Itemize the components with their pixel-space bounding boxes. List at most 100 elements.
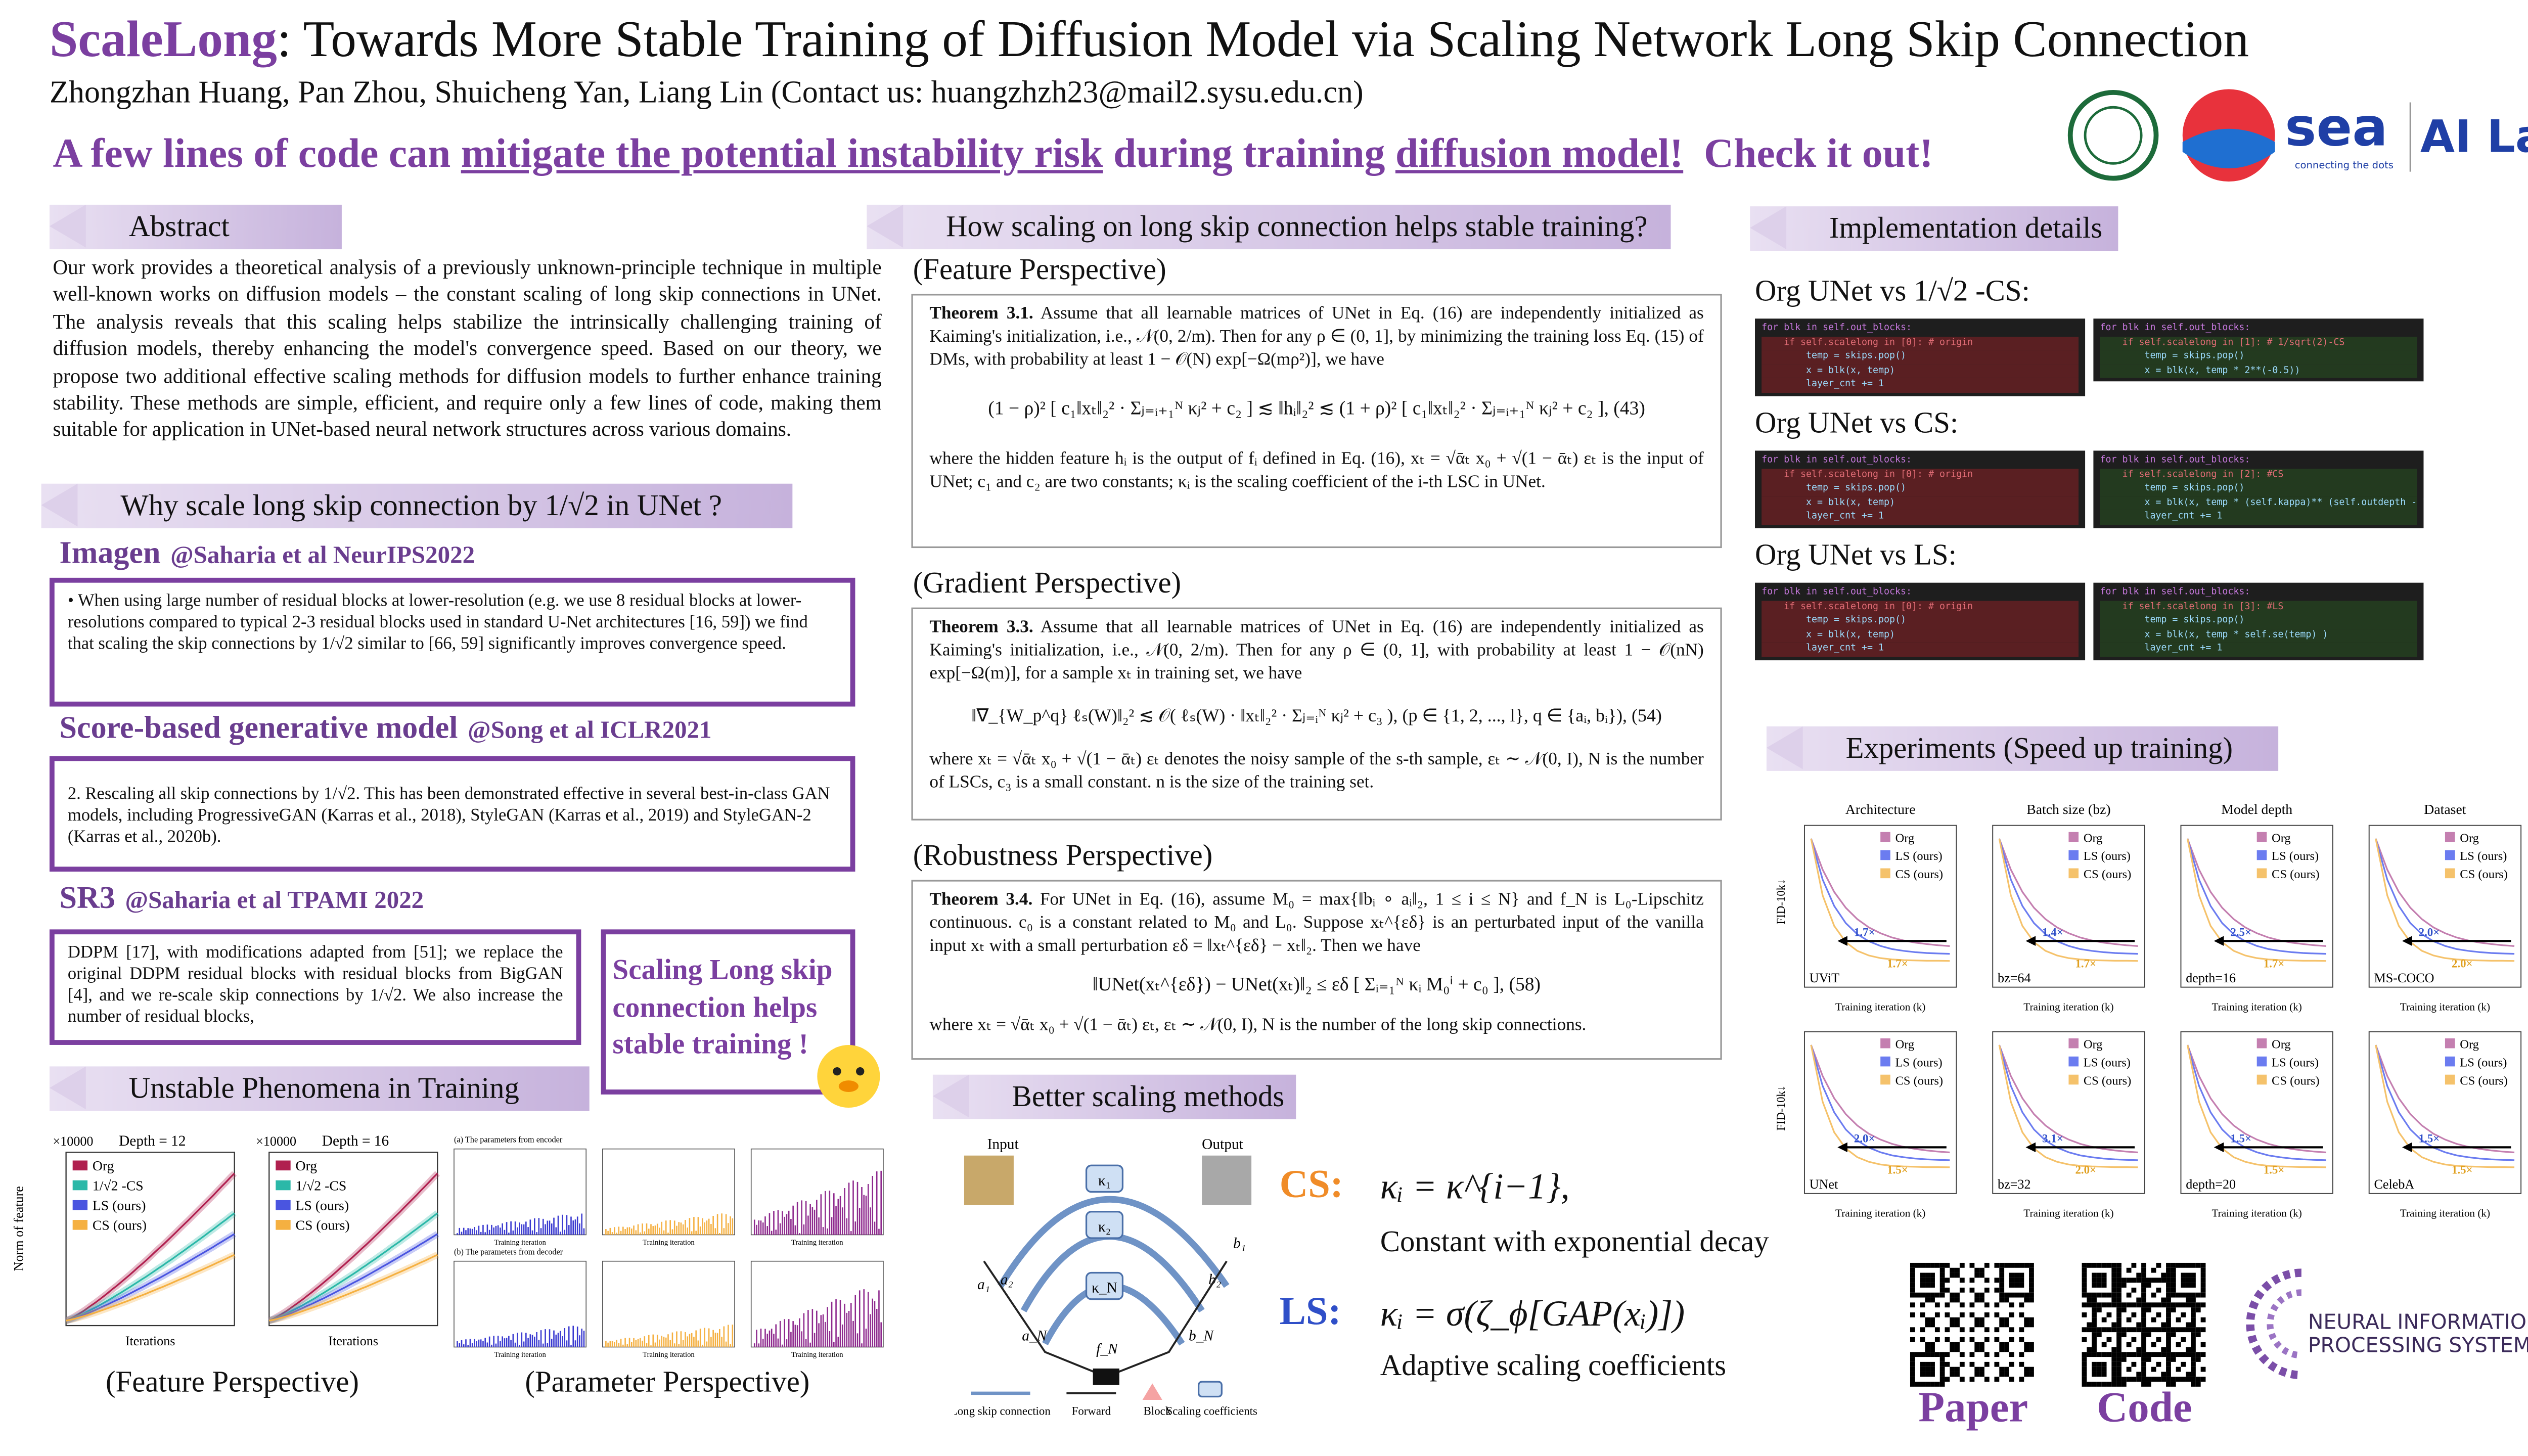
qr-cell <box>1939 1283 1945 1288</box>
qr-cell <box>2166 1372 2171 1377</box>
panel-label: bz=32 <box>1998 1177 2030 1192</box>
qr-cell <box>2096 1272 2102 1278</box>
qr-cell <box>1930 1283 1935 1288</box>
speedup: 2.0× <box>2075 1164 2096 1176</box>
arrow-head <box>1837 936 1847 946</box>
qr-cell <box>2014 1262 2019 1268</box>
qr-cell <box>2166 1297 2171 1303</box>
qr-cell <box>2029 1272 2034 1278</box>
legend-swatch <box>276 1160 291 1171</box>
qr-cell <box>1945 1361 1950 1367</box>
column-title: Dataset <box>2424 802 2466 817</box>
qr-cell <box>2101 1262 2107 1268</box>
qr-cell <box>2029 1322 2034 1328</box>
theorem-box: Theorem 3.1. Assume that all learnable m… <box>911 294 1722 549</box>
qr-cell <box>2141 1322 2146 1328</box>
code-link[interactable]: Code <box>2096 1383 2192 1432</box>
qr-cell <box>2126 1367 2132 1372</box>
qr-cell <box>2176 1352 2181 1357</box>
tagline-part: A few lines of code can <box>53 132 461 177</box>
qr-cell <box>1910 1357 1915 1362</box>
qr-cell <box>2121 1377 2127 1382</box>
duck-eye <box>833 1067 841 1076</box>
university-logo <box>2067 89 2159 181</box>
tagline-part: diffusion model! <box>1395 132 1684 177</box>
qr-cell <box>2156 1287 2161 1293</box>
qr-cell <box>2101 1342 2107 1347</box>
qr-cell <box>2166 1352 2171 1357</box>
qr-cell <box>2131 1327 2137 1333</box>
legend-label: Forward <box>1072 1404 1111 1417</box>
paper-title: SR3 @Saharia et al TPAMI 2022 <box>60 882 424 918</box>
qr-cell <box>2029 1297 2034 1303</box>
qr-cell <box>2116 1372 2121 1377</box>
qr-cell <box>1984 1312 1990 1317</box>
qr-cell <box>2004 1292 2009 1298</box>
legend-label: LS (ours) <box>2272 1056 2319 1069</box>
paper-title: Imagen @Saharia et al NeurIPS2022 <box>60 536 475 573</box>
qr-cell <box>2126 1278 2132 1283</box>
spikes <box>605 1213 734 1235</box>
qr-cell <box>2096 1382 2102 1387</box>
legend-swatch <box>2256 1038 2267 1049</box>
qr-cell <box>2151 1342 2156 1347</box>
qr-cell <box>2116 1357 2121 1362</box>
qr-cell <box>2096 1292 2102 1298</box>
qr-cell <box>2166 1278 2171 1283</box>
fid-curve <box>1810 1044 1950 1154</box>
qr-cell <box>1930 1342 1935 1347</box>
paper-title: Score-based generative model @Song et al … <box>60 711 712 748</box>
qr-cell <box>2156 1377 2161 1382</box>
plot-frame <box>268 1152 438 1327</box>
qr-cell <box>2166 1302 2171 1308</box>
neurips-arc <box>2267 1289 2301 1359</box>
qr-cell <box>2186 1297 2191 1303</box>
qr-cell <box>2146 1377 2151 1382</box>
fid-curve <box>1998 1044 2138 1161</box>
axis-scale: ×10000 <box>256 1134 296 1149</box>
fid-curve <box>2186 1044 2326 1161</box>
qr-cell <box>2029 1347 2034 1352</box>
qr-cell <box>2161 1272 2166 1278</box>
duck-beak <box>838 1080 859 1092</box>
ailab-text: AI Lab <box>2420 110 2528 162</box>
qr-cell <box>2029 1267 2034 1273</box>
qr-cell <box>1974 1272 1980 1278</box>
legend-swatch <box>2445 1074 2455 1085</box>
qr-cell <box>2176 1367 2181 1372</box>
qr-cell <box>1939 1272 1945 1278</box>
qr-cell <box>2166 1361 2171 1367</box>
spikes <box>457 1326 585 1347</box>
qr-cell <box>1999 1322 2005 1328</box>
qr-cell <box>2151 1317 2156 1323</box>
qr-cell <box>2136 1322 2142 1328</box>
qr-cell <box>2141 1352 2146 1357</box>
qr-cell <box>1939 1372 1945 1377</box>
legend-label: Org <box>2084 831 2103 845</box>
legend-swatch <box>1880 1038 1890 1049</box>
qr-cell <box>2096 1283 2102 1288</box>
perspective-title: (Robustness Perspective) <box>913 838 1213 872</box>
block-right: b_N <box>1189 1328 1214 1344</box>
fn-label: f_N <box>1096 1341 1118 1357</box>
qr-cell <box>2176 1292 2181 1298</box>
legend-swatch <box>1880 1074 1890 1085</box>
legend-swatch <box>2445 1056 2455 1067</box>
legend-swatch <box>2068 1056 2079 1067</box>
qr-cell <box>2186 1278 2191 1283</box>
theorem-after: where xₜ = √ᾱₜ x₀ + √(1 − ᾱₜ) εₜ denotes… <box>929 749 1704 793</box>
speedup: 1.4× <box>2042 926 2063 938</box>
legend-label: LS (ours) <box>93 1198 146 1213</box>
qr-cell <box>1930 1361 1935 1367</box>
qr-cell <box>2200 1342 2206 1347</box>
qr-cell <box>2156 1278 2161 1283</box>
qr-cell <box>1925 1297 1930 1303</box>
paper-link[interactable]: Paper <box>1918 1383 2028 1432</box>
arrow-head <box>2214 1142 2224 1153</box>
section-header: Why scale long skip connection by 1/√2 i… <box>41 483 793 528</box>
qr-cell <box>2116 1278 2121 1283</box>
qr-cell <box>2111 1361 2117 1367</box>
qr-cell <box>1974 1322 1980 1328</box>
block-left: a₁ <box>977 1277 990 1293</box>
